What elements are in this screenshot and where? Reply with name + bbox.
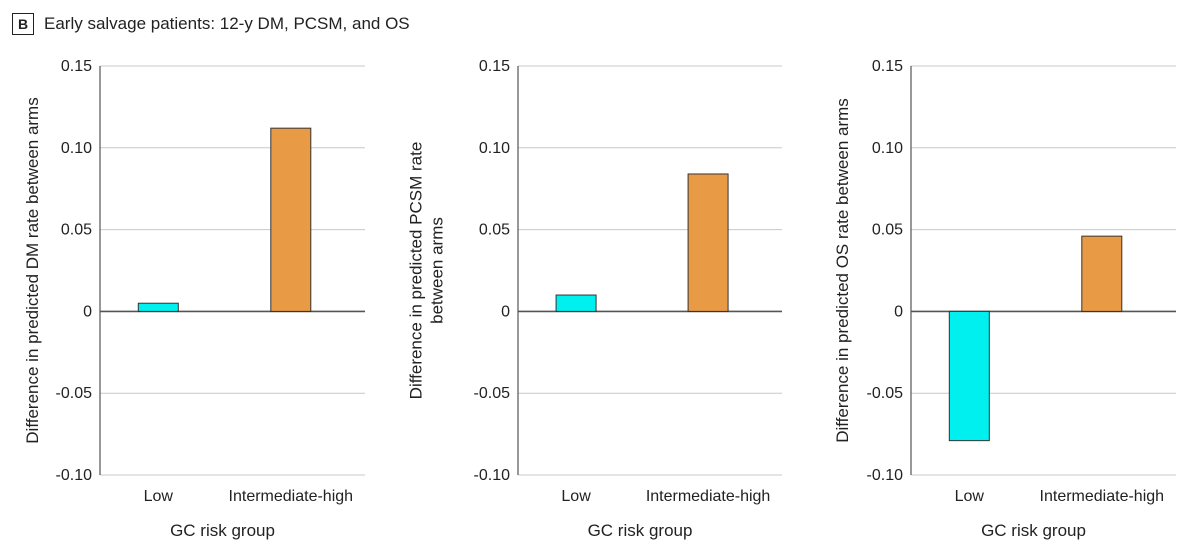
- y-tick-label: 0: [501, 303, 510, 320]
- y-tick-label: 0.10: [61, 140, 92, 157]
- y-tick-label: 0: [83, 303, 92, 320]
- y-tick-label: 0.15: [479, 58, 510, 75]
- panel-header: B Early salvage patients: 12-y DM, PCSM,…: [12, 12, 410, 36]
- y-tick-label: -0.10: [56, 467, 93, 484]
- category-label: Low: [561, 488, 591, 505]
- y-axis-title: between arms: [428, 217, 447, 324]
- y-tick-label: -0.10: [474, 467, 511, 484]
- y-tick-label: 0.15: [872, 58, 903, 75]
- y-tick-label: 0.05: [479, 222, 510, 239]
- panel-letter: B: [12, 13, 34, 35]
- y-tick-label: 0.05: [61, 222, 92, 239]
- x-axis-title: GC risk group: [588, 521, 693, 540]
- bar-intermediate-high: [270, 127, 312, 312]
- y-tick-label: -0.05: [474, 385, 511, 402]
- bar-intermediate-high: [687, 173, 729, 312]
- category-label: Low: [144, 488, 174, 505]
- y-tick-label: -0.10: [867, 467, 904, 484]
- y-tick-label: -0.05: [867, 385, 904, 402]
- y-tick-label: 0.10: [872, 140, 903, 157]
- category-label: Intermediate-high: [229, 488, 354, 505]
- bar-low: [137, 302, 179, 312]
- category-label: Intermediate-high: [1040, 488, 1165, 505]
- y-axis-title: Difference in predicted PCSM rate: [407, 142, 426, 400]
- bar-low: [555, 294, 597, 312]
- y-tick-label: 0.15: [61, 58, 92, 75]
- category-label: Intermediate-high: [646, 488, 771, 505]
- figure-title: Early salvage patients: 12-y DM, PCSM, a…: [44, 14, 410, 33]
- x-axis-title: GC risk group: [170, 521, 275, 540]
- y-tick-label: -0.05: [56, 385, 93, 402]
- y-axis-title: Difference in predicted DM rate between …: [23, 97, 42, 443]
- category-label: Low: [955, 488, 985, 505]
- y-axis-title: Difference in predicted OS rate between …: [833, 98, 852, 443]
- bar-low: [948, 310, 990, 442]
- y-tick-label: 0.05: [872, 222, 903, 239]
- y-tick-label: 0.10: [479, 140, 510, 157]
- bar-intermediate-high: [1081, 235, 1123, 312]
- y-tick-label: 0: [894, 303, 903, 320]
- x-axis-title: GC risk group: [981, 521, 1086, 540]
